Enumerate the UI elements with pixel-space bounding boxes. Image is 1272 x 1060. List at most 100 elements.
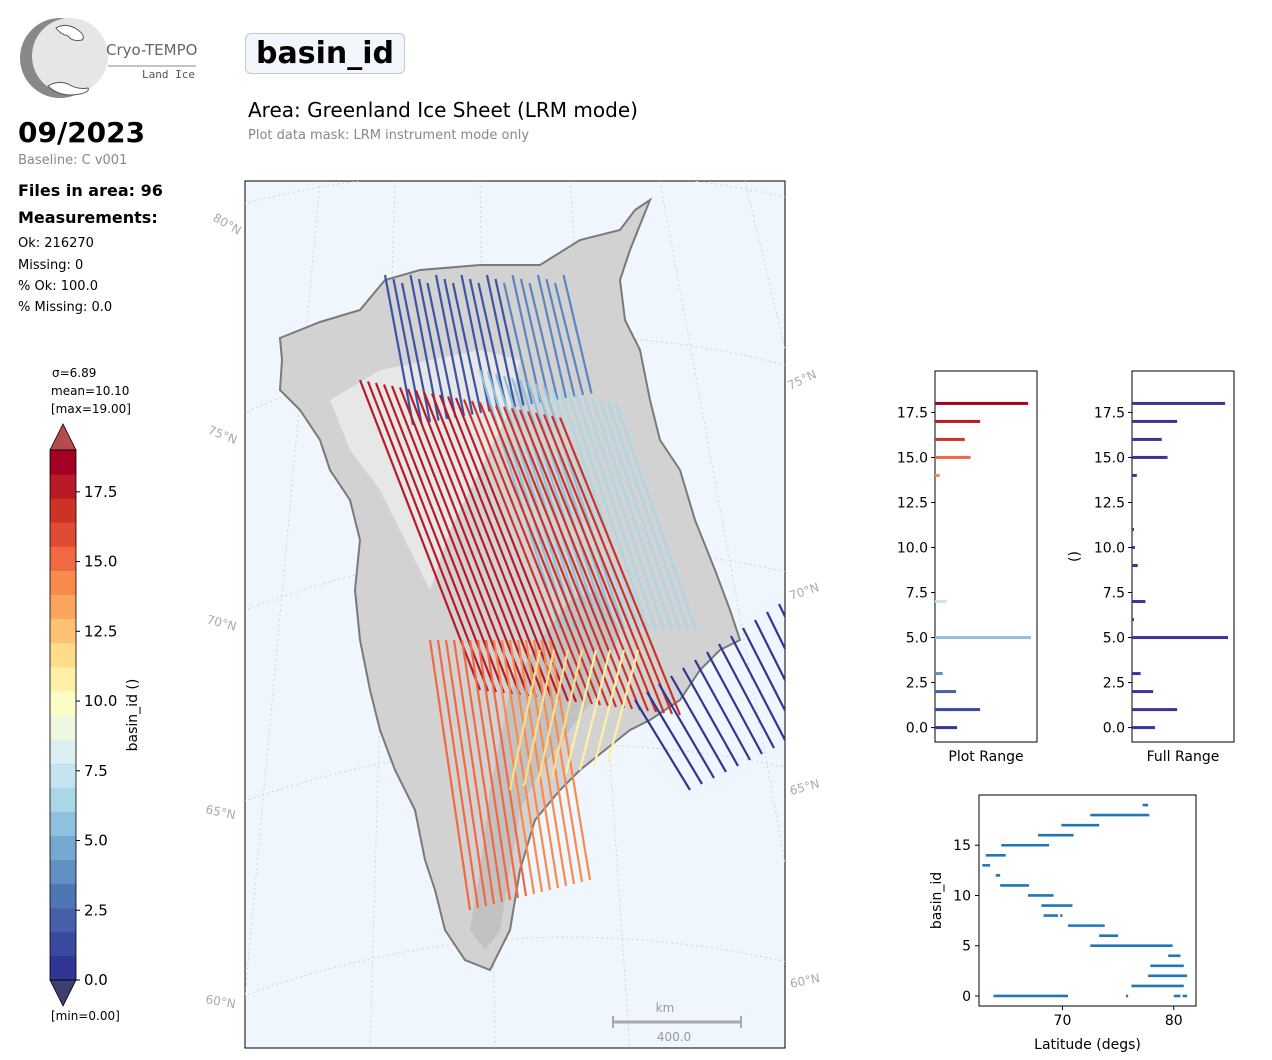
track-line	[791, 596, 846, 712]
histogram-bar	[1132, 708, 1178, 712]
track-line	[590, 397, 674, 631]
scale-unit: km	[656, 1001, 675, 1015]
colorbar-min: [min=0.00]	[51, 1009, 120, 1023]
track-line	[462, 399, 586, 704]
track-line	[574, 393, 658, 631]
track-line	[766, 611, 785, 652]
histogram-bar	[935, 437, 965, 441]
track-line	[558, 417, 682, 716]
colorbar-segment	[50, 955, 76, 981]
colorbar-segment	[50, 883, 76, 909]
colorbar: 0.0 2.5 5.0 7.5 10.0 12.5 15.0 17.5 basin_id ()	[49, 423, 141, 1007]
track-line	[468, 639, 512, 901]
track-line	[718, 643, 775, 749]
track-line	[358, 379, 482, 691]
track-line	[564, 649, 598, 775]
colorbar-segment	[50, 474, 76, 499]
histogram-bar	[1132, 636, 1228, 640]
scatter-ytick-label: 10	[953, 888, 971, 904]
scatter-ytick-label: 0	[962, 989, 971, 1005]
track-line	[526, 411, 650, 712]
histogram-bar	[935, 708, 981, 712]
track-line	[510, 408, 634, 710]
baseline-label: Baseline: C v001	[18, 153, 128, 168]
histogram-xlabel: Full Range	[1147, 749, 1220, 765]
scatter-frame	[978, 794, 1197, 1007]
track-line	[578, 649, 612, 771]
colorbar-segment	[50, 546, 76, 571]
track-line	[436, 639, 480, 909]
logo-subtitle: Land Ice	[142, 68, 195, 81]
track-line	[438, 394, 562, 701]
stat-pct-missing: % Missing: 0.0	[18, 300, 113, 315]
histogram-bar	[935, 726, 958, 730]
histogram-bar	[935, 419, 981, 423]
track-line	[508, 639, 552, 891]
track-line	[518, 409, 642, 711]
histogram-frame	[1131, 370, 1235, 743]
colorbar-tick-label: 7.5	[84, 762, 108, 780]
track-line	[545, 278, 576, 397]
histogram-ytick-label: 17.5	[1094, 405, 1125, 421]
track-line	[460, 639, 504, 903]
track-line	[426, 282, 457, 418]
colorbar-mean: mean=10.10	[51, 384, 130, 398]
track-line	[526, 381, 610, 631]
track-line	[398, 387, 522, 696]
colorbar-label: basin_id ()	[125, 679, 141, 752]
track-line	[383, 274, 415, 426]
colorbar-segment	[50, 570, 76, 596]
colorbar-segment	[50, 931, 76, 957]
mask-subtitle: Plot data mask: LRM instrument mode only	[248, 128, 530, 143]
colorbar-segment	[50, 787, 76, 812]
colorbar-segment	[50, 618, 76, 644]
track-line	[614, 403, 698, 631]
logo-title: Cryo-TEMPO	[106, 41, 198, 59]
track-line	[486, 371, 570, 631]
measurements-heading: Measurements:	[18, 208, 158, 227]
files-count: Files in area: 96	[18, 181, 163, 200]
histogram-ytick-label: 0.0	[1103, 721, 1125, 737]
histogram-ytick-label: 15.0	[897, 450, 928, 466]
track-line	[542, 414, 666, 714]
histogram-ytick-label: 2.5	[906, 676, 928, 692]
track-line	[446, 396, 570, 702]
area-title: Area: Greenland Ice Sheet (LRM mode)	[248, 98, 638, 122]
track-line	[550, 415, 674, 715]
track-line	[606, 649, 640, 763]
track-line	[485, 274, 517, 408]
period-date: 09/2023	[18, 116, 146, 149]
track-line	[562, 274, 593, 394]
histogram-bar	[1132, 618, 1134, 622]
track-line	[500, 639, 544, 893]
histogram-ytick-label: 12.5	[1094, 495, 1125, 511]
track-line	[443, 278, 474, 415]
colorbar-frame	[49, 449, 77, 981]
track-line	[454, 397, 578, 703]
track-line	[550, 649, 584, 779]
track-line	[658, 683, 715, 779]
track-line	[778, 603, 785, 619]
colorbar-segment	[50, 498, 76, 523]
lat-label-60-right: 60°N	[789, 971, 821, 991]
histogram-ytick-label: 17.5	[897, 405, 928, 421]
histogram-bar	[935, 690, 957, 694]
track-line	[634, 699, 691, 791]
track-line	[682, 667, 739, 767]
histogram-ytick-label: 5.0	[1103, 631, 1125, 647]
lat-label-75-right: 75°N	[785, 367, 818, 392]
track-line	[451, 282, 483, 414]
stat-missing: Missing: 0	[18, 258, 84, 273]
track-line	[382, 384, 506, 694]
histogram-ytick-label: 12.5	[897, 495, 928, 511]
colorbar-tick-label: 15.0	[84, 553, 117, 571]
histogram-bar	[1132, 437, 1162, 441]
histogram-plot-range: 0.0 2.5 5.0 7.5 10.0 12.5 15.0 17.5 Plot Range	[897, 370, 1038, 765]
histogram-bar	[935, 672, 943, 676]
histogram-bar	[935, 473, 940, 477]
colorbar-tick-label: 0.0	[84, 971, 108, 989]
track-line	[494, 278, 525, 406]
histogram-bar	[1132, 545, 1135, 549]
scatter-ytick-label: 15	[953, 838, 971, 854]
track-line	[754, 619, 785, 683]
